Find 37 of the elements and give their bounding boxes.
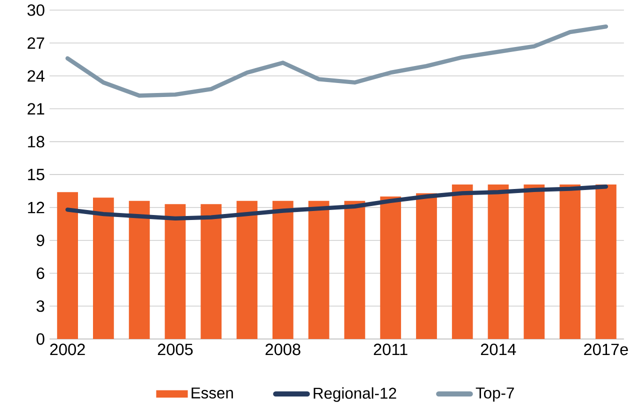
- bar: [524, 184, 545, 340]
- y-tick-label: 9: [36, 234, 44, 246]
- y-tick-label: 0: [36, 333, 44, 345]
- x-tick-label: 2011: [374, 344, 408, 356]
- bar: [93, 198, 114, 340]
- bar: [380, 196, 402, 340]
- line-series: [65, 184, 608, 221]
- bar: [164, 204, 186, 340]
- bar: [452, 184, 473, 340]
- y-tick-label: 21: [28, 103, 44, 115]
- y-tick-label: 15: [28, 168, 44, 180]
- y-tick-label: 3: [36, 300, 44, 312]
- x-tick-label: 2014: [480, 344, 516, 356]
- y-tick-label: 30: [27, 4, 44, 16]
- y-tick-label: 12: [28, 202, 44, 214]
- legend-label: Top-7: [476, 388, 514, 402]
- legend-label: Regional-12: [314, 387, 396, 402]
- bar: [128, 200, 150, 340]
- bar: [236, 200, 258, 340]
- x-tick-label: 2002: [50, 344, 85, 356]
- y-tick-label: 6: [36, 268, 44, 280]
- y-tick-label: 27: [28, 37, 44, 49]
- bar: [596, 184, 616, 340]
- y-tick-label: 24: [28, 70, 45, 82]
- bar: [488, 184, 509, 340]
- y-tick-label: 18: [28, 136, 44, 148]
- legend-label: Essen: [192, 388, 233, 399]
- bar: [200, 204, 222, 340]
- bar: [272, 200, 294, 340]
- bar: [308, 200, 330, 340]
- x-tick-label: 2008: [266, 344, 300, 356]
- x-tick-label: 2017e: [584, 344, 628, 356]
- x-tick-label: 2005: [158, 344, 193, 356]
- bar: [560, 184, 581, 340]
- bar: [416, 193, 437, 340]
- bar: [344, 200, 366, 340]
- bar: [57, 192, 78, 340]
